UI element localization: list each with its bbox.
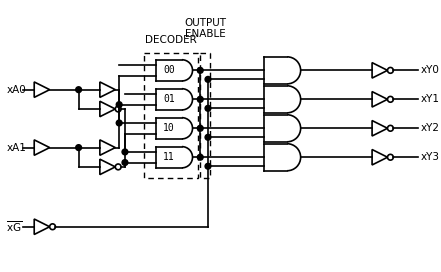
Text: xA1: xA1 [6,143,26,153]
Circle shape [122,160,128,165]
Circle shape [198,154,203,160]
Circle shape [198,125,203,131]
Circle shape [76,87,82,92]
Text: $\overline{\mathrm{xG}}$: $\overline{\mathrm{xG}}$ [6,220,22,234]
Text: 00: 00 [163,65,175,75]
Circle shape [205,163,211,169]
Text: xY3: xY3 [420,152,439,162]
Circle shape [122,149,128,155]
Text: xA0: xA0 [6,85,26,95]
Text: 10: 10 [163,123,175,133]
Circle shape [198,96,203,102]
Circle shape [76,145,82,150]
Text: DECODER: DECODER [146,35,197,45]
Text: OUTPUT
ENABLE: OUTPUT ENABLE [184,18,226,39]
Circle shape [205,76,211,82]
Text: 11: 11 [163,152,175,162]
Text: xY1: xY1 [420,94,439,104]
Text: xY2: xY2 [420,123,439,133]
Text: xY0: xY0 [420,65,439,75]
Text: 01: 01 [163,94,175,104]
Circle shape [116,120,122,126]
Circle shape [198,67,203,73]
Circle shape [116,102,122,107]
Circle shape [205,134,211,140]
Circle shape [205,106,211,111]
